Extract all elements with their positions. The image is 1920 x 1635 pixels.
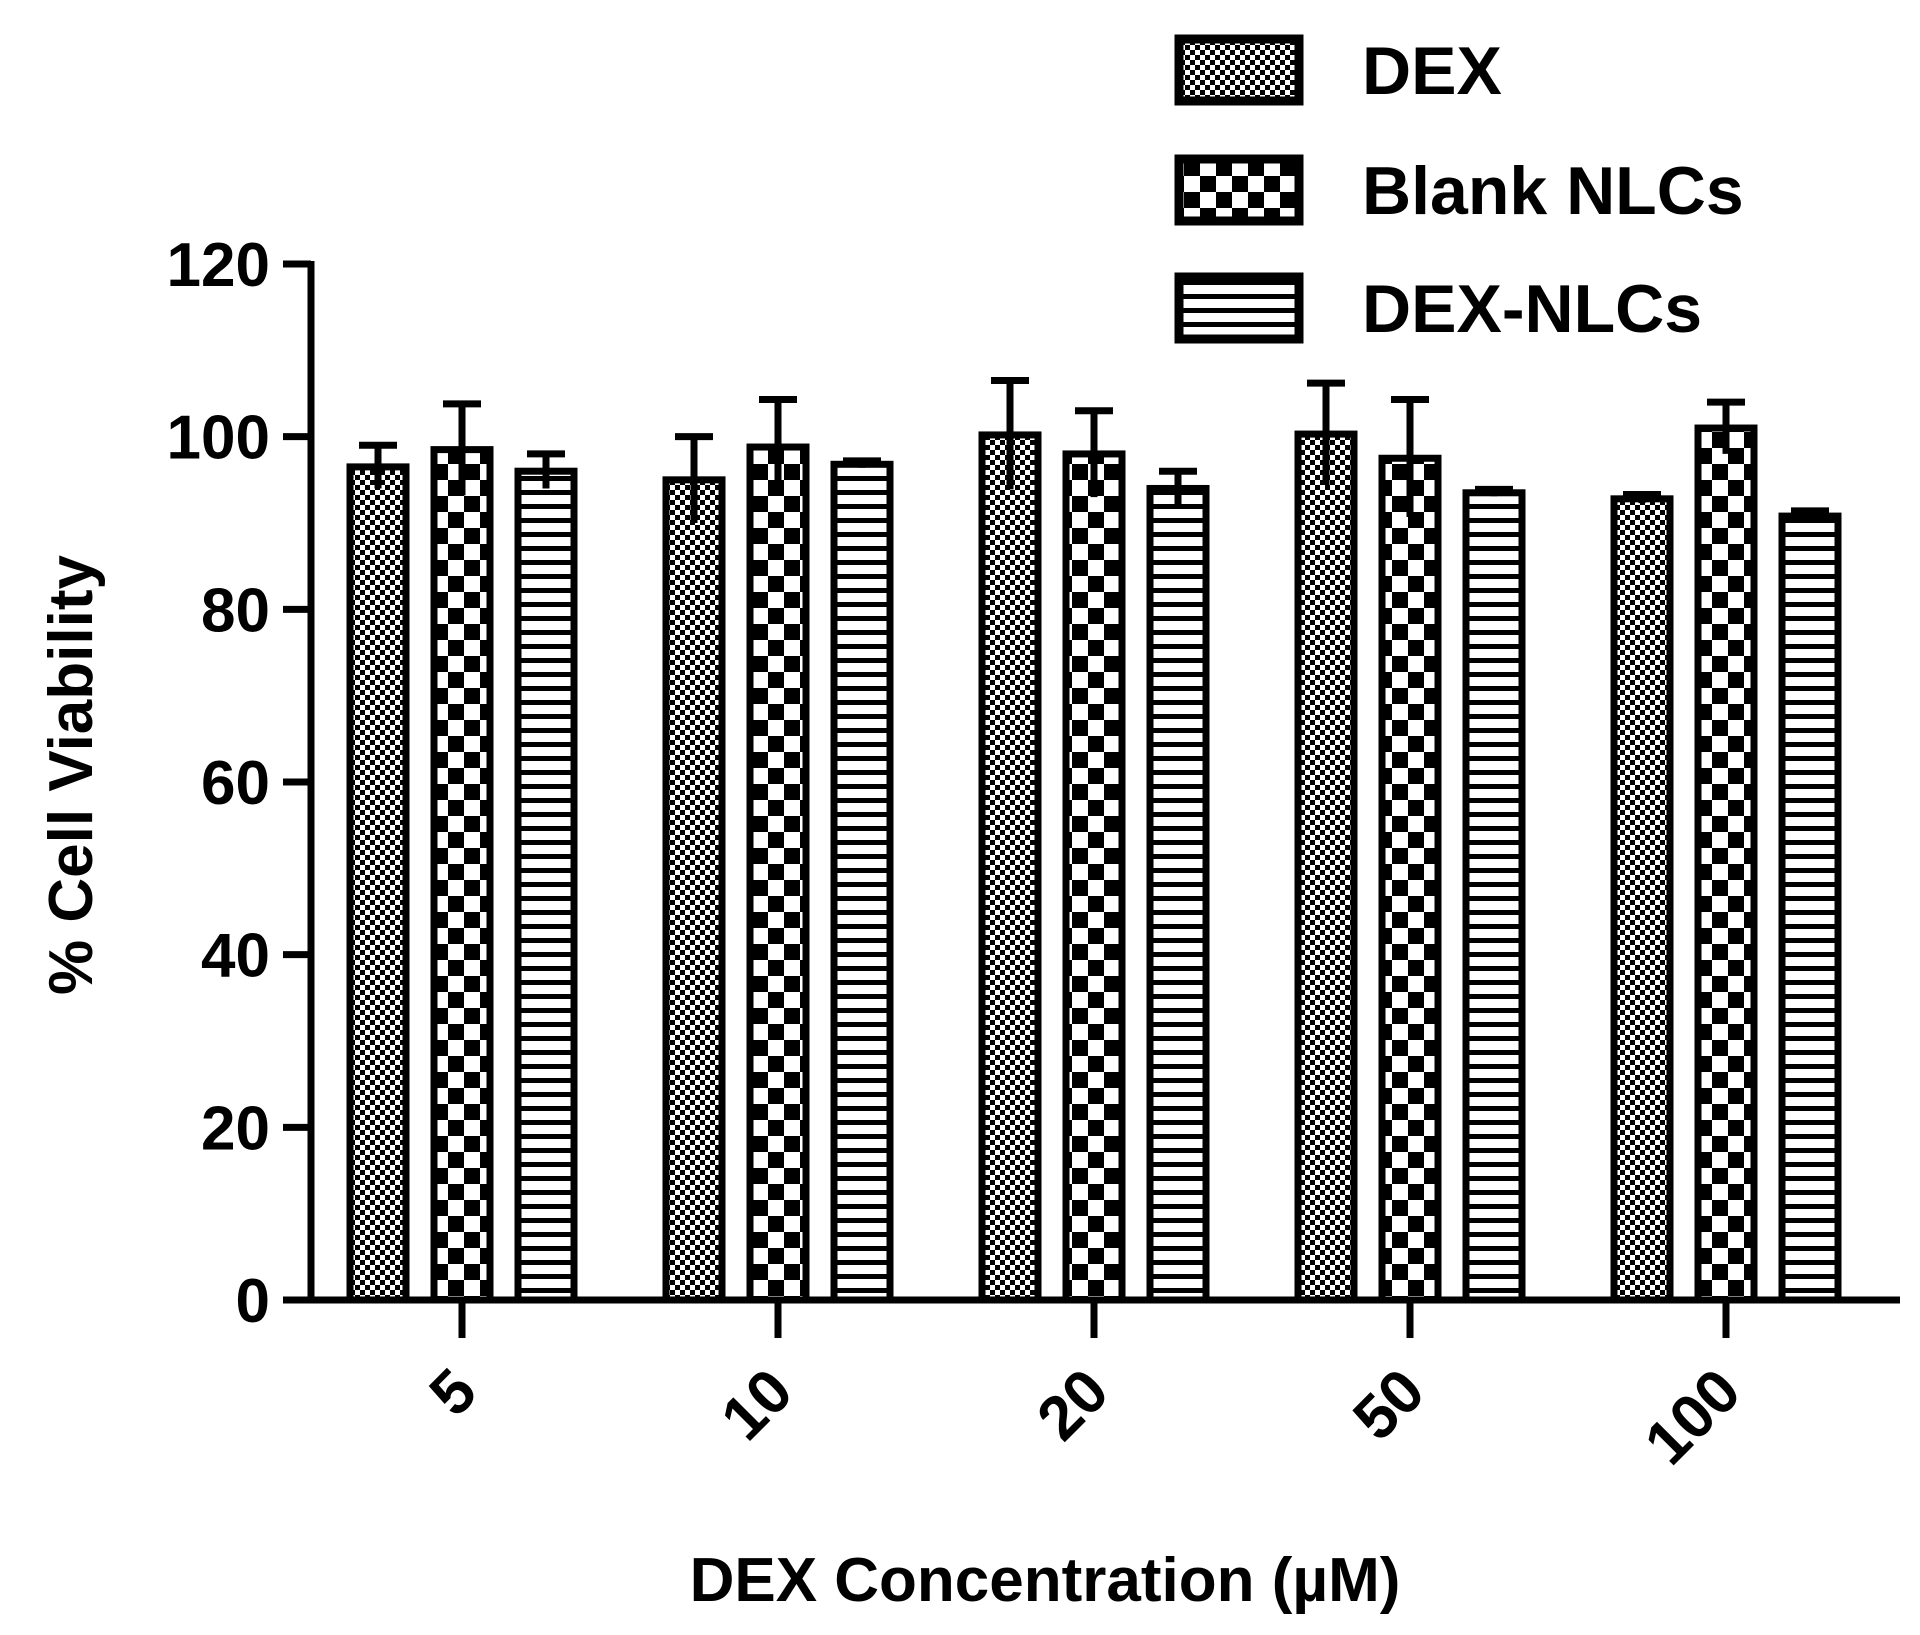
bar-dex-nlcs-20 [1146, 484, 1210, 1304]
y-tick-label: 40 [201, 922, 270, 991]
legend-label-blank-nlcs: Blank NLCs [1362, 153, 1744, 229]
legend-swatch-dex [1174, 34, 1304, 106]
bar-dex-100 [1610, 495, 1674, 1304]
y-tick-label: 0 [236, 1267, 270, 1336]
y-tick-label: 60 [201, 749, 270, 818]
x-axis: 5 10 20 50 100 [308, 1296, 1900, 1478]
bar-blank-nlcs-10 [746, 443, 810, 1304]
bar-dex-nlcs-10 [830, 460, 894, 1304]
legend-swatch-blank-nlcs [1174, 154, 1304, 226]
legend-label-dex-nlcs: DEX-NLCs [1362, 271, 1702, 347]
x-axis-title: DEX Concentration (µM) [690, 1546, 1401, 1615]
y-tick-label: 80 [201, 576, 270, 645]
x-tick-label: 10 [708, 1356, 806, 1454]
legend-swatch-dex-nlcs [1174, 272, 1304, 344]
bar-dex-nlcs-5 [514, 467, 578, 1304]
bar-blank-nlcs-20 [1062, 450, 1126, 1304]
bar-dex-50 [1294, 430, 1358, 1304]
y-axis: 0 20 40 60 80 100 120 [167, 231, 315, 1336]
y-tick-label: 120 [167, 231, 270, 300]
x-tick-label: 50 [1340, 1356, 1438, 1454]
bar-dex-nlcs-50 [1462, 489, 1526, 1304]
bars-group [346, 377, 1842, 1304]
x-tick-label: 100 [1632, 1356, 1754, 1478]
bar-dex-nlcs-100 [1778, 512, 1842, 1304]
x-tick-label: 20 [1024, 1356, 1122, 1454]
y-axis-title: % Cell Viability [37, 555, 106, 995]
y-tick-label: 100 [167, 404, 270, 473]
legend: DEX Blank NLCs DEX-NLCs [1174, 33, 1744, 347]
bar-dex-5 [346, 463, 410, 1304]
legend-label-dex: DEX [1362, 33, 1502, 109]
bar-blank-nlcs-5 [430, 446, 494, 1304]
bar-dex-20 [978, 431, 1042, 1304]
x-tick-label: 5 [417, 1356, 490, 1429]
y-tick-label: 20 [201, 1094, 270, 1163]
bar-blank-nlcs-100 [1694, 424, 1758, 1304]
bar-dex-10 [662, 476, 726, 1304]
bar-blank-nlcs-50 [1378, 454, 1442, 1304]
